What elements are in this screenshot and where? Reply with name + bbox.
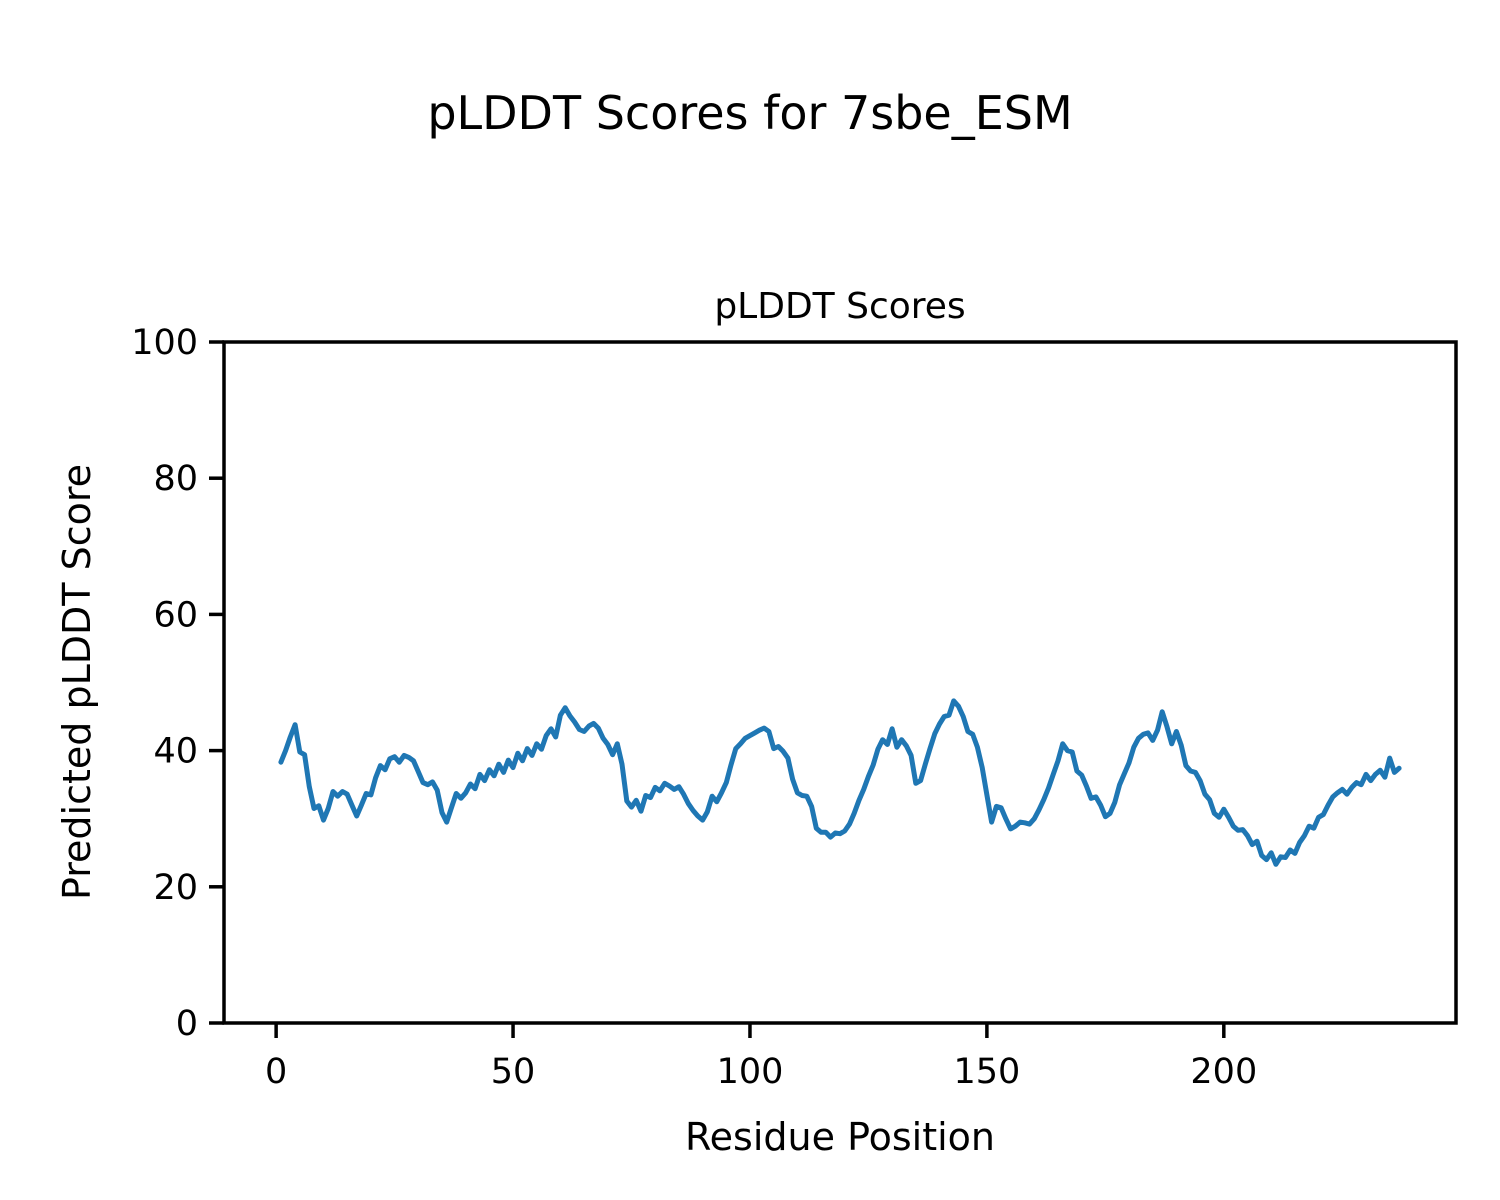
- figure-title: pLDDT Scores for 7sbe_ESM: [427, 86, 1073, 140]
- y-tick-label: 100: [131, 323, 198, 363]
- x-tick-label: 200: [1190, 1052, 1257, 1092]
- axes-frame: [222, 340, 1458, 1025]
- plddt-line: [278, 698, 1402, 867]
- y-tick-label: 80: [153, 459, 198, 499]
- x-tick-label: 50: [491, 1052, 536, 1092]
- y-axis-label: Predicted pLDDT Score: [55, 464, 99, 900]
- y-tick-label: 40: [153, 732, 198, 772]
- x-tick-label: 0: [265, 1052, 287, 1092]
- y-axis-ticks: 0 20 40 60 80 100: [131, 323, 224, 1044]
- y-tick-label: 20: [153, 868, 198, 908]
- y-tick-label: 60: [153, 595, 198, 635]
- x-axis-label: Residue Position: [685, 1115, 995, 1159]
- x-tick-label: 100: [717, 1052, 784, 1092]
- axes-title: pLDDT Scores: [714, 286, 965, 327]
- x-tick-label: 150: [953, 1052, 1020, 1092]
- x-axis-ticks: 0 50 100 150 200: [265, 1023, 1257, 1092]
- y-tick-label: 0: [176, 1004, 198, 1044]
